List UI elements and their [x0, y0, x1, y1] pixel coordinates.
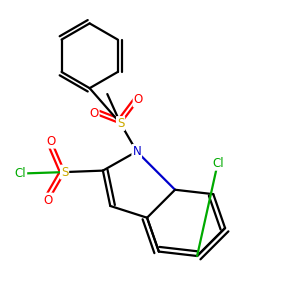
Text: O: O	[89, 107, 99, 120]
Text: N: N	[132, 145, 141, 158]
Text: O: O	[44, 194, 53, 207]
Text: O: O	[47, 135, 56, 148]
Text: Cl: Cl	[15, 167, 26, 180]
Text: S: S	[61, 166, 68, 178]
Text: Cl: Cl	[212, 157, 224, 170]
Text: O: O	[134, 93, 143, 106]
Text: S: S	[117, 117, 124, 130]
